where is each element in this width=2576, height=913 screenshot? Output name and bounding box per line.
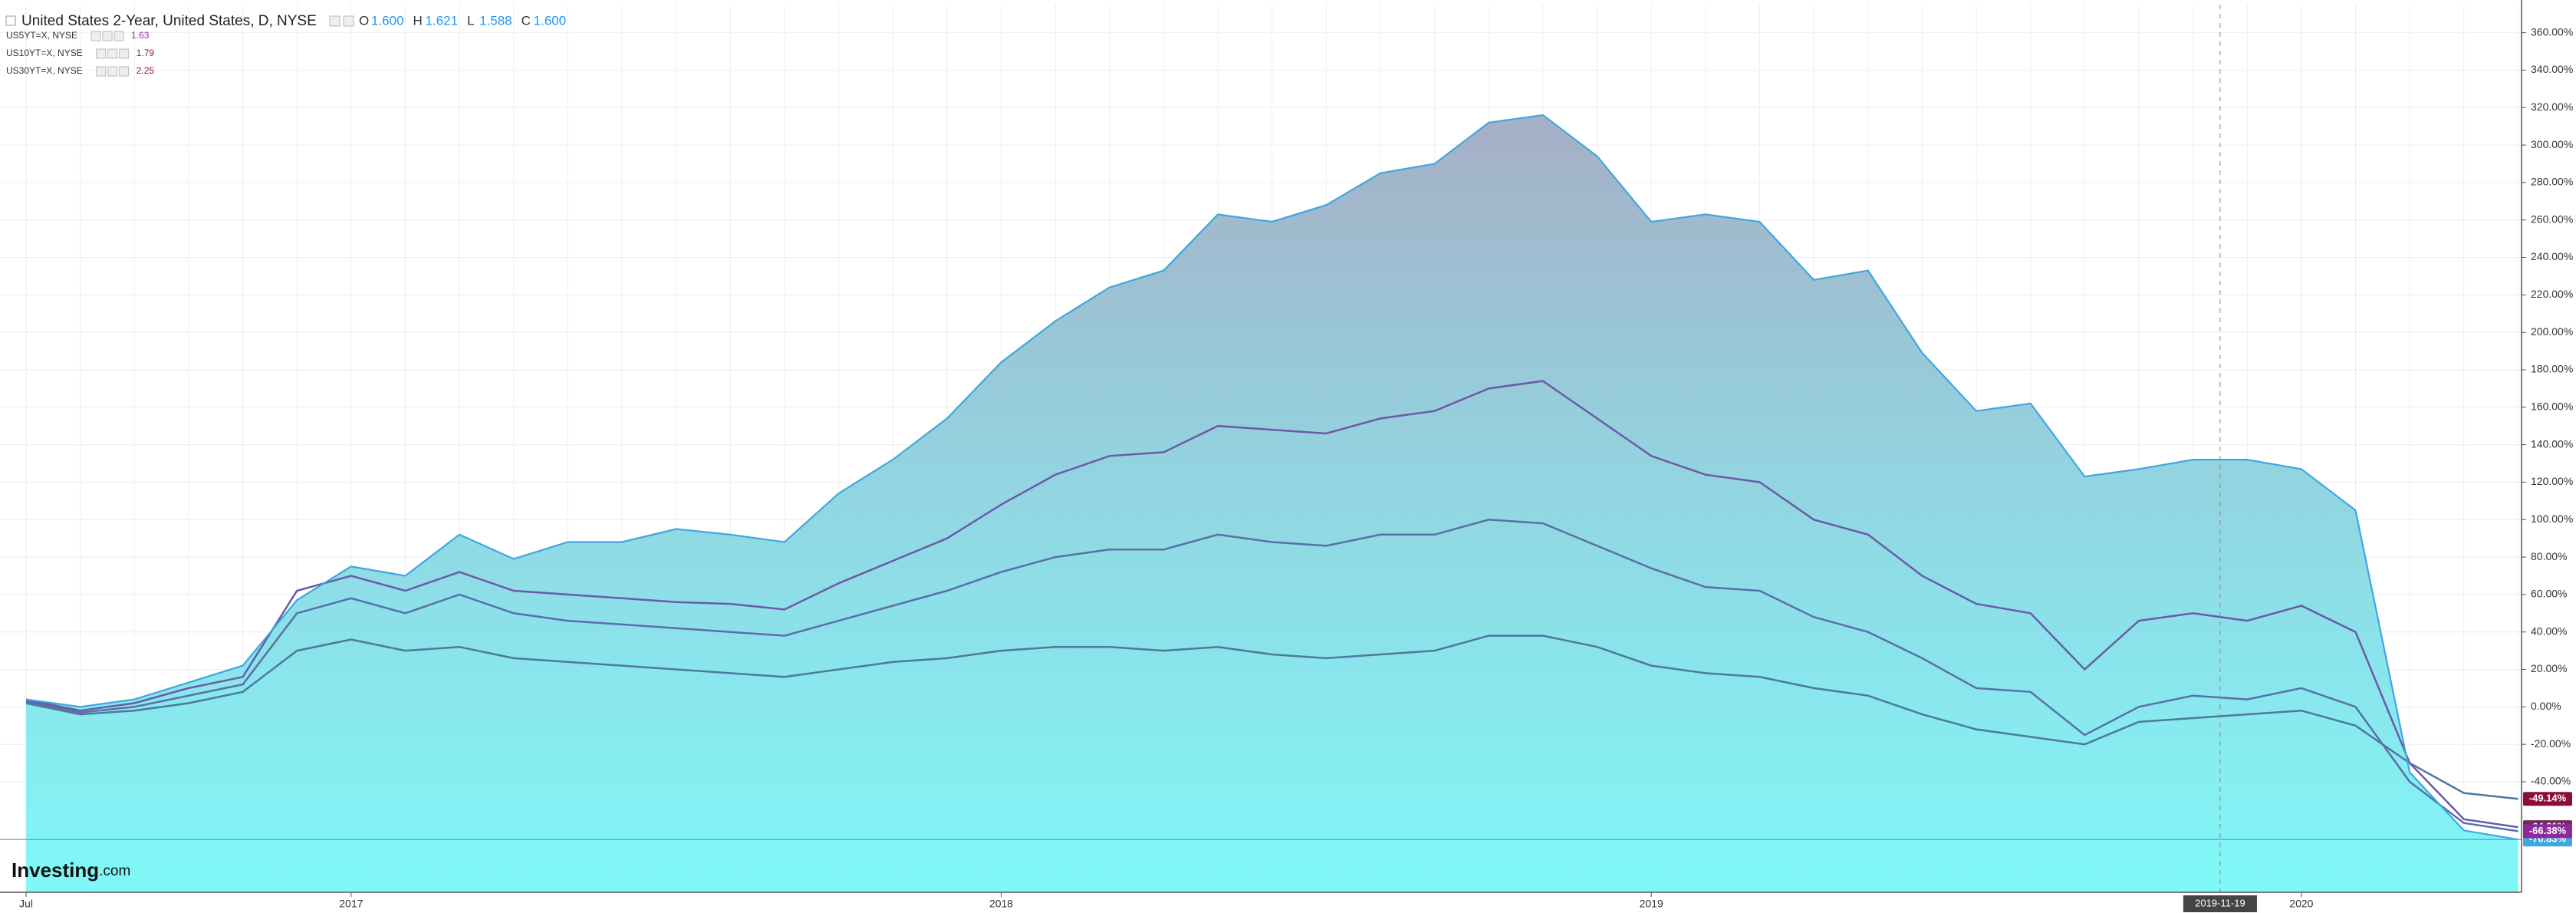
area-outline — [25, 114, 2518, 841]
y-tick-label: 260.00% — [2531, 213, 2573, 225]
logo-bold: Investing — [12, 859, 99, 882]
legend-series-name: US30YT=X, NYSE — [6, 65, 83, 76]
ohlc-key: C — [521, 13, 531, 28]
legend-icon[interactable] — [119, 48, 130, 59]
y-tick-label: 20.00% — [2531, 662, 2567, 674]
x-tick-label: Jul — [19, 898, 33, 910]
legend: United States 2-Year, United States, D, … — [5, 13, 567, 77]
y-tick-label: 360.00% — [2531, 25, 2573, 38]
legend-series-name: US5YT=X, NYSE — [6, 30, 77, 41]
x-tick-label: 2017 — [339, 898, 363, 910]
y-tick-label: 160.00% — [2531, 400, 2573, 413]
y-tick-label: 340.00% — [2531, 63, 2573, 75]
legend-series-price: 2.25 — [137, 65, 155, 76]
line — [25, 519, 2518, 832]
area — [26, 115, 2518, 892]
ohlc-key: H — [413, 13, 423, 28]
y-tick-label: 120.00% — [2531, 475, 2573, 487]
logo: Investing.com — [12, 859, 130, 882]
legend-series-price: 1.63 — [131, 30, 150, 41]
x-tick-label: 2019 — [1640, 898, 1663, 910]
x-tick-label: 2020 — [2289, 898, 2313, 910]
y-tick-label: 40.00% — [2531, 625, 2567, 637]
y-tick-label: -20.00% — [2531, 737, 2571, 750]
end-badge — [2523, 824, 2572, 839]
logo-rest: .com — [99, 863, 130, 879]
x-tick-label: 2018 — [989, 898, 1013, 910]
legend-icon[interactable] — [114, 31, 124, 41]
legend-series-price: 1.79 — [137, 48, 155, 58]
y-tick-label: 100.00% — [2531, 513, 2573, 525]
legend-icon[interactable] — [96, 66, 107, 77]
legend-icon[interactable] — [107, 66, 118, 77]
ohlc-value: 1.588 — [479, 13, 512, 28]
legend-icon[interactable] — [329, 15, 341, 27]
end-badge-label: -49.14% — [2529, 793, 2567, 804]
crosshair-badge — [2183, 895, 2257, 912]
ohlc-value: 1.621 — [426, 13, 459, 28]
ohlc-value: 1.600 — [371, 13, 404, 28]
ohlc-key: O — [359, 13, 369, 28]
y-tick-label: 60.00% — [2531, 588, 2567, 600]
line — [25, 380, 2518, 829]
legend-title: United States 2-Year, United States, D, … — [21, 13, 317, 29]
plot — [0, 5, 2522, 892]
y-tick-label: 140.00% — [2531, 437, 2573, 450]
legend-icon[interactable] — [343, 15, 354, 27]
y-tick-label: 0.00% — [2531, 700, 2561, 712]
y-tick-label: 220.00% — [2531, 288, 2573, 300]
y-tick-label: 280.00% — [2531, 176, 2573, 188]
legend-icon[interactable] — [119, 66, 130, 77]
y-tick-label: 320.00% — [2531, 101, 2573, 113]
collapse-icon[interactable] — [5, 15, 16, 26]
ohlc-value: 1.600 — [534, 13, 567, 28]
legend-series-name: US10YT=X, NYSE — [6, 48, 83, 58]
line — [25, 634, 2518, 800]
y-tick-label: -40.00% — [2531, 775, 2571, 787]
logo-text: Investing.com — [12, 859, 130, 882]
legend-icon[interactable] — [102, 31, 113, 41]
y-tick-label: 240.00% — [2531, 250, 2573, 262]
legend-icon[interactable] — [90, 31, 101, 41]
y-tick-label: 80.00% — [2531, 550, 2567, 562]
end-badge-label: -66.38% — [2529, 825, 2567, 836]
y-tick-label: 300.00% — [2531, 138, 2573, 150]
y-tick-label: 180.00% — [2531, 363, 2573, 375]
legend-icon[interactable] — [96, 48, 107, 59]
end-badge — [2523, 792, 2572, 806]
crosshair-label: 2019-11-19 — [2195, 897, 2245, 908]
y-tick-label: 200.00% — [2531, 325, 2573, 338]
ohlc-key: L — [467, 13, 474, 28]
legend-icon[interactable] — [107, 48, 118, 59]
